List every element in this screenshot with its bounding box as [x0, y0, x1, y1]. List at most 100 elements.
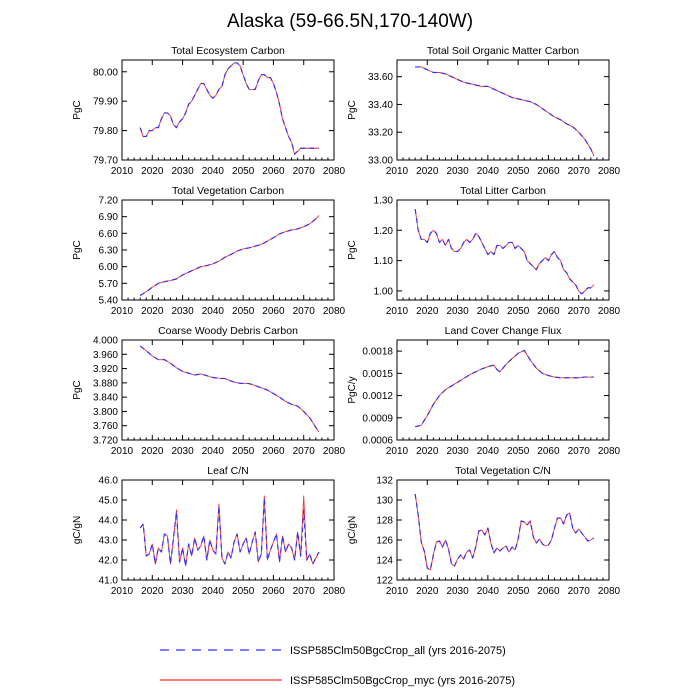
x-tick-label: 2030: [171, 446, 194, 457]
y-tick-label: 5.70: [99, 279, 119, 290]
x-tick-label: 2030: [446, 446, 469, 457]
y-tick-label: 0.0006: [362, 436, 393, 447]
x-tick-label: 2030: [446, 306, 469, 317]
x-tick-label: 2010: [386, 306, 409, 317]
plot-frame: [396, 339, 610, 441]
x-tick-label: 2050: [507, 586, 530, 597]
x-tick-label: 2020: [416, 586, 439, 597]
panel-title: Total Vegetation C/N: [455, 465, 551, 477]
x-tick-label: 2040: [202, 306, 225, 317]
chart-panel-1: Total Ecosystem Carbon PgC 2010 2020 2030 204…: [72, 45, 346, 177]
x-tick-label: 2030: [171, 586, 194, 597]
series-line-myc: [414, 493, 595, 571]
y-tick-label: 79.70: [93, 156, 118, 167]
y-tick-label: 3.760: [93, 421, 118, 432]
x-tick-label: 2040: [202, 166, 225, 177]
x-tick-label: 2080: [598, 586, 621, 597]
y-axis-label: PgC: [72, 100, 83, 119]
chart-panel-4: Total Litter Carbon PgC 2010 2020 2030 2040 20…: [347, 185, 621, 317]
chart-panel-3: Total Vegetation Carbon PgC 2010 2020 2030 20…: [72, 185, 346, 317]
x-tick-label: 2080: [598, 166, 621, 177]
y-tick-label: 0.0015: [362, 369, 393, 380]
x-tick-label: 2070: [293, 306, 316, 317]
chart-panel-7: Leaf C/N gC/gN 2010 2020 2030 2040 2050 2060 207…: [72, 465, 346, 597]
y-tick-label: 1.10: [374, 256, 394, 267]
series-line-all: [139, 215, 320, 297]
x-tick-label: 2070: [293, 166, 316, 177]
y-tick-label: 3.720: [93, 436, 118, 447]
x-tick-label: 2020: [416, 166, 439, 177]
y-tick-label: 126: [376, 536, 393, 547]
series-line-all: [139, 345, 320, 433]
y-axis-label: PgC: [72, 240, 83, 259]
series-line-all: [139, 497, 320, 567]
x-tick-label: 2010: [386, 166, 409, 177]
x-tick-label: 2040: [477, 446, 500, 457]
chart-panel-2: Total Soil Organic Matter Carbon PgC 2010 2…: [347, 45, 621, 177]
x-tick-label: 2060: [262, 446, 285, 457]
x-tick-label: 2080: [598, 306, 621, 317]
x-tick-label: 2070: [568, 586, 591, 597]
x-tick-label: 2080: [323, 166, 346, 177]
panel-title: Total Soil Organic Matter Carbon: [427, 45, 579, 57]
series-line-myc: [139, 345, 320, 433]
x-tick-label: 2020: [141, 306, 164, 317]
series-line-myc: [139, 62, 319, 155]
y-tick-label: 43.0: [99, 536, 119, 547]
legend-item-1: ISSP585Clm50BgcCrop_all (yrs 2016-2075): [160, 645, 506, 657]
x-tick-label: 2010: [386, 446, 409, 457]
x-tick-label: 2040: [202, 446, 225, 457]
x-tick-label: 2030: [171, 306, 194, 317]
x-tick-label: 2060: [537, 586, 560, 597]
x-tick-label: 2080: [323, 586, 346, 597]
x-tick-label: 2010: [111, 306, 134, 317]
x-tick-label: 2070: [293, 446, 316, 457]
series-line-all: [414, 209, 595, 295]
x-tick-label: 2050: [507, 166, 530, 177]
x-tick-label: 2020: [141, 166, 164, 177]
y-tick-label: 4.000: [93, 336, 118, 347]
series-line-myc: [139, 215, 320, 296]
x-tick-label: 2060: [537, 446, 560, 457]
x-tick-label: 2040: [477, 306, 500, 317]
plot-frame: [121, 199, 335, 301]
legend: ISSP585Clm50BgcCrop_all (yrs 2016-2075) I…: [160, 645, 515, 687]
y-tick-label: 33.00: [368, 156, 393, 167]
plot-frame: [396, 59, 610, 161]
y-tick-label: 79.80: [93, 126, 118, 137]
y-tick-label: 6.30: [99, 246, 119, 257]
y-tick-label: 6.00: [99, 262, 119, 273]
y-tick-label: 0.0009: [362, 413, 393, 424]
y-tick-label: 33.40: [368, 100, 393, 111]
y-tick-label: 0.0018: [362, 347, 393, 358]
y-axis-label: gC/gN: [72, 516, 83, 544]
y-tick-label: 41.0: [99, 576, 119, 587]
y-tick-label: 130: [376, 496, 393, 507]
y-tick-label: 44.0: [99, 516, 119, 527]
x-tick-label: 2080: [323, 306, 346, 317]
panel-title: Coarse Woody Debris Carbon: [158, 325, 298, 337]
figure-title: Alaska (59-66.5N,170-140W): [227, 11, 473, 32]
y-tick-label: 79.90: [93, 97, 118, 108]
x-tick-label: 2060: [262, 306, 285, 317]
plot-frame: [121, 479, 335, 581]
legend-item-2: ISSP585Clm50BgcCrop_myc (yrs 2016-2075): [160, 675, 515, 687]
y-axis-label: PgC: [347, 240, 358, 259]
x-tick-label: 2020: [416, 306, 439, 317]
x-tick-label: 2070: [293, 586, 316, 597]
y-axis-label: PgC: [347, 100, 358, 119]
series-line-myc: [415, 349, 594, 428]
panel-title: Total Vegetation Carbon: [172, 185, 284, 197]
series-line-all: [415, 349, 594, 428]
y-axis-label: PgC: [72, 380, 83, 399]
y-tick-label: 1.20: [374, 226, 394, 237]
x-tick-label: 2050: [232, 306, 255, 317]
plot-frame: [396, 479, 610, 581]
x-tick-label: 2060: [262, 586, 285, 597]
plot-frame: [396, 199, 610, 301]
x-tick-label: 2070: [568, 166, 591, 177]
x-tick-label: 2050: [232, 446, 255, 457]
y-tick-label: 33.60: [368, 72, 393, 83]
y-axis-label: gC/gN: [347, 516, 358, 544]
panels-group: Total Ecosystem Carbon PgC 2010 2020 2030 204…: [72, 45, 621, 597]
